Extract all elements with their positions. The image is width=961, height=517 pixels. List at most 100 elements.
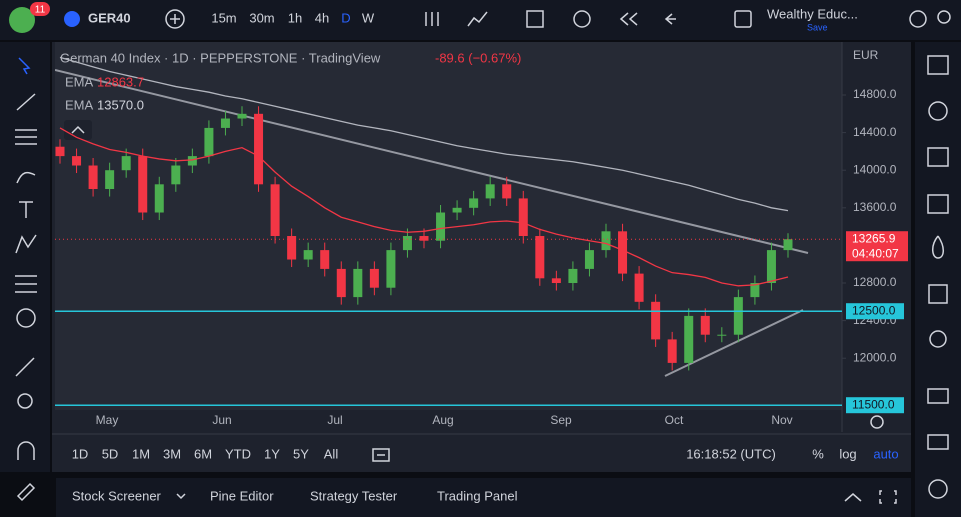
- y-tick-label: 14800.0: [853, 87, 897, 101]
- candle-body: [634, 273, 644, 302]
- trend-line[interactable]: [664, 309, 804, 377]
- interval[interactable]: 30m: [249, 10, 274, 25]
- x-tick-label: Oct: [665, 413, 684, 427]
- price-label-bg: [846, 303, 904, 320]
- undo-icon[interactable]: [664, 13, 676, 25]
- range-button[interactable]: 1D: [72, 446, 89, 461]
- help-icon[interactable]: [928, 479, 948, 499]
- panel-tab[interactable]: Trading Panel: [437, 488, 518, 503]
- right-sidebar: [915, 42, 961, 517]
- scale-option[interactable]: auto: [873, 446, 898, 461]
- x-tick-label: Aug: [432, 413, 453, 427]
- candle-body: [535, 236, 545, 279]
- range-button[interactable]: YTD: [225, 446, 251, 461]
- fullscreen[interactable]: [879, 490, 897, 504]
- layout-name[interactable]: Wealthy Educ...: [767, 6, 858, 21]
- currency[interactable]: EUR: [853, 48, 879, 62]
- candle-body: [138, 156, 148, 213]
- replay-icon[interactable]: [619, 12, 638, 26]
- candle-body: [717, 334, 727, 336]
- measure-tool[interactable]: [15, 357, 35, 377]
- indicators-icon[interactable]: [467, 11, 488, 27]
- candle-body: [353, 268, 363, 298]
- candle-body: [485, 184, 495, 199]
- range-button[interactable]: 5Y: [293, 446, 309, 461]
- candle-body: [237, 113, 247, 119]
- interval[interactable]: 15m: [211, 10, 236, 25]
- plot-area: [55, 42, 842, 410]
- countdown: 04:40:07: [852, 246, 899, 260]
- brush-tool[interactable]: [16, 171, 36, 184]
- cursor-tool[interactable]: [18, 57, 31, 75]
- trend-line[interactable]: [55, 69, 809, 254]
- chats-icon[interactable]: [927, 388, 949, 404]
- symbol[interactable]: GER40: [88, 10, 131, 25]
- collapse-legend[interactable]: [64, 120, 92, 140]
- prediction-tool[interactable]: [15, 275, 37, 293]
- layout-icon[interactable]: [526, 10, 544, 28]
- candle-body: [303, 250, 313, 260]
- candles-icon[interactable]: [425, 12, 439, 26]
- candle-body: [684, 315, 694, 363]
- interval[interactable]: D: [341, 10, 350, 25]
- scale-option[interactable]: %: [812, 446, 824, 461]
- candle-body: [386, 250, 396, 288]
- maximize-panel[interactable]: [844, 493, 862, 502]
- legend-name: EMA: [65, 74, 94, 89]
- settings-icon[interactable]: [909, 10, 927, 28]
- last-price-bg: [846, 231, 908, 262]
- alert-icon[interactable]: [573, 10, 591, 28]
- settings-icon[interactable]: [870, 415, 884, 429]
- range-button[interactable]: All: [324, 446, 339, 461]
- data-icon[interactable]: [927, 194, 949, 214]
- messages-icon[interactable]: [927, 434, 949, 450]
- range-button[interactable]: 6M: [194, 446, 212, 461]
- candle-body: [220, 118, 230, 128]
- panel-tab[interactable]: Stock Screener: [72, 488, 162, 503]
- calendar-icon[interactable]: [928, 284, 948, 304]
- text-tool[interactable]: [19, 201, 33, 218]
- scale-option[interactable]: log: [839, 446, 856, 461]
- date-range-icon[interactable]: [372, 448, 390, 462]
- interval[interactable]: 4h: [315, 10, 329, 25]
- add-symbol[interactable]: [165, 9, 185, 29]
- candle-body: [287, 236, 297, 260]
- chart-title: German 40 Index · 1D · PEPPERSTONE · Tra…: [60, 50, 381, 65]
- x-tick-label: May: [96, 413, 119, 427]
- hotlist-icon[interactable]: [932, 235, 944, 259]
- x-tick-label: Jul: [327, 413, 342, 427]
- ideas-icon[interactable]: [929, 330, 947, 348]
- logo[interactable]: [9, 7, 35, 33]
- dropdown-icon[interactable]: [176, 493, 186, 500]
- panel-tab[interactable]: Pine Editor: [210, 488, 274, 503]
- watchlist-icon[interactable]: [927, 55, 949, 75]
- panel-tab[interactable]: Strategy Tester: [310, 488, 398, 503]
- price-label-bg: [846, 397, 904, 414]
- alerts-icon[interactable]: [928, 101, 948, 121]
- range-button[interactable]: 3M: [163, 446, 181, 461]
- save[interactable]: Save: [807, 22, 828, 32]
- icon-tool[interactable]: [16, 308, 36, 328]
- legend-value: 13570.0: [97, 97, 144, 112]
- interval[interactable]: W: [362, 10, 375, 25]
- trend-line-tool[interactable]: [16, 93, 36, 111]
- range-button[interactable]: 1M: [132, 446, 150, 461]
- range-button[interactable]: 1Y: [264, 446, 280, 461]
- layout-save-icon[interactable]: [734, 10, 752, 28]
- interval[interactable]: 1h: [288, 10, 302, 25]
- pattern-tool[interactable]: [15, 234, 37, 254]
- zoom-tool[interactable]: [17, 393, 33, 409]
- candle-body: [171, 165, 181, 185]
- search-icon[interactable]: [937, 10, 951, 24]
- candle-body: [436, 212, 446, 241]
- candle-body: [601, 231, 611, 251]
- ema-line: [59, 127, 789, 287]
- range-button[interactable]: 5D: [102, 446, 119, 461]
- badge-bg: [30, 2, 50, 16]
- magnet-tool[interactable]: [17, 441, 35, 460]
- fib-tool[interactable]: [15, 129, 37, 145]
- left-toolbar: [0, 42, 50, 472]
- news-icon[interactable]: [927, 147, 949, 167]
- eraser-tool[interactable]: [16, 482, 36, 502]
